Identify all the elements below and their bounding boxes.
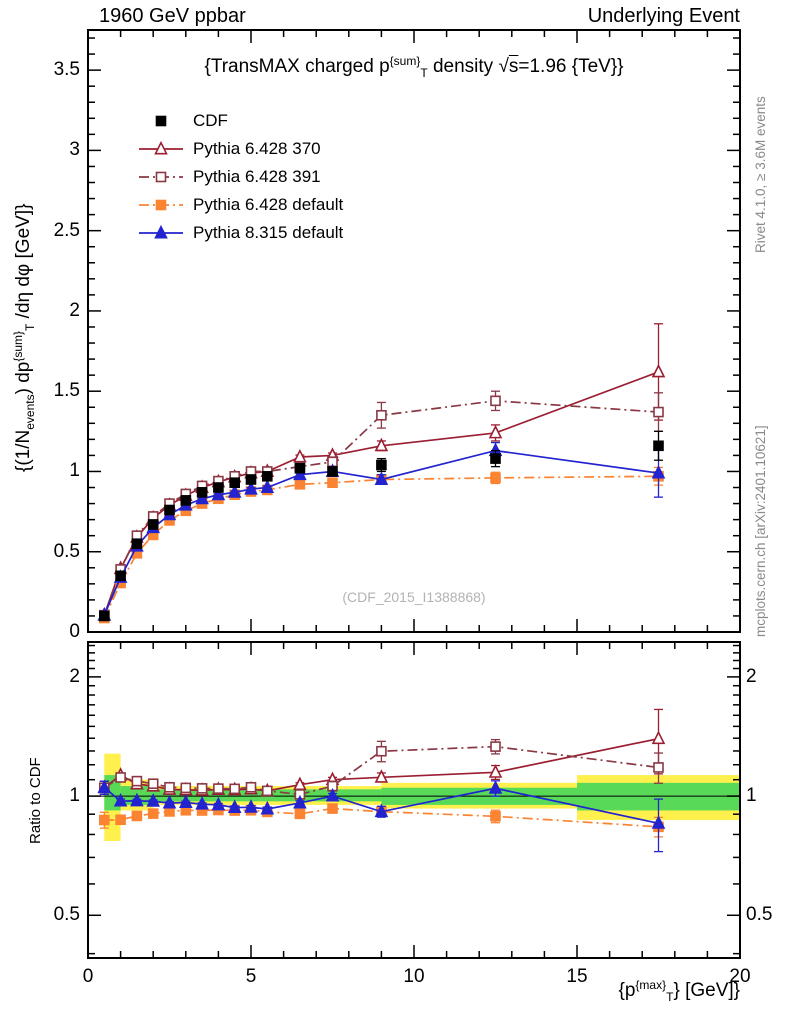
y-tick-label: 3.5 xyxy=(53,59,80,81)
mcplots-citation-note: mcplots.cern.ch [arXiv:2401.10621] xyxy=(753,425,768,637)
y-axis-label: {(1/Nevents) dp{sum}T /dη dφ [GeV]} xyxy=(11,203,37,472)
legend-item: Pythia 6.428 370 xyxy=(138,135,343,163)
ratio-tick-label-left: 1 xyxy=(69,785,80,807)
legend-label: Pythia 6.428 370 xyxy=(193,139,321,158)
legend-marker-triangle-icon xyxy=(139,140,183,155)
x-tick-label: 20 xyxy=(729,966,751,987)
analysis-id-watermark: (CDF_2015_I1388868) xyxy=(342,589,486,605)
y-tick-label: 1.5 xyxy=(53,380,80,402)
beam-energy-label: 1960 GeV ppbar xyxy=(99,5,246,27)
legend-marker-square-icon xyxy=(139,199,183,211)
legend-marker-triangle-icon xyxy=(139,224,183,239)
rivet-version-note: Rivet 4.1.0, ≥ 3.6M events xyxy=(753,96,768,253)
x-tick-label: 15 xyxy=(566,966,588,987)
analysis-group-label: Underlying Event xyxy=(587,5,740,27)
plot-title: {TransMAX charged p{sum}T density √s=1.9… xyxy=(88,54,740,80)
x-axis-label: {p{max}T} [GeV]} xyxy=(618,978,741,1004)
legend-label: Pythia 6.428 default xyxy=(193,195,344,214)
x-tick-label: 5 xyxy=(245,966,257,987)
legend-label: Pythia 8.315 default xyxy=(193,223,344,242)
ratio-tick-label-right: 2 xyxy=(746,665,757,687)
legend-label: CDF xyxy=(193,111,228,130)
sqrt-s: s xyxy=(508,56,519,77)
legend-marker-square-icon xyxy=(139,171,183,183)
y-tick-label: 2.5 xyxy=(53,219,80,241)
y-tick-label: 2 xyxy=(69,299,80,321)
legend-item: Pythia 6.428 391 xyxy=(138,163,343,191)
title-text: =1.96 {TeV}} xyxy=(518,56,624,77)
title-superscript: {sum} xyxy=(389,54,421,68)
y-tick-label: 3 xyxy=(69,139,80,161)
title-text: {TransMAX charged p xyxy=(204,56,390,77)
x-tick-label: 0 xyxy=(82,966,94,987)
legend-item: CDF xyxy=(138,107,343,135)
ratio-tick-label-right: 0.5 xyxy=(746,904,773,926)
ratio-tick-label-right: 1 xyxy=(746,785,757,807)
legend-label: Pythia 6.428 391 xyxy=(193,167,321,186)
y-tick-label: 0 xyxy=(69,621,80,642)
y-tick-label: 0.5 xyxy=(53,540,80,562)
legend-item: Pythia 8.315 default xyxy=(138,219,343,247)
title-subscript: T xyxy=(420,66,428,80)
legend: CDF Pythia 6.428 370 Pythia 6.428 391 Pythi… xyxy=(138,107,343,247)
y-tick-label: 1 xyxy=(69,460,80,482)
ratio-tick-label-left: 0.5 xyxy=(53,904,80,926)
x-tick-label: 10 xyxy=(403,966,425,987)
sqrt-symbol: √ xyxy=(498,56,509,77)
legend-item: Pythia 6.428 default xyxy=(138,191,343,219)
legend-marker-square-icon xyxy=(155,115,167,127)
title-text: density xyxy=(427,56,499,77)
ratio-tick-label-left: 2 xyxy=(69,665,80,687)
